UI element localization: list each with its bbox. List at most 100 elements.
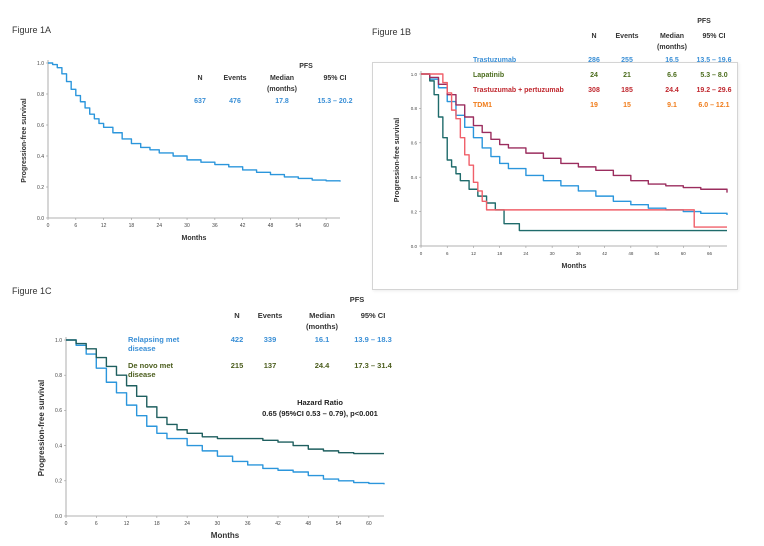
fig-1b-x-tick-label: 0 <box>420 251 423 256</box>
fig-1b-table-header: 95% CI <box>703 33 726 40</box>
fig-1b-table-cell: 13.5 – 19.6 <box>696 57 731 64</box>
fig-1a-table-cell: 15.3 – 20.2 <box>317 98 352 105</box>
fig-1a-x-tick-label: 30 <box>184 223 190 229</box>
fig-1b-y-tick-label: 0.8 <box>411 106 418 111</box>
fig-1b-table-cell: 6.0 – 12.1 <box>698 102 729 109</box>
fig-1b-x-tick-label: 54 <box>655 251 661 256</box>
fig-1c-table-cell: 24.4 <box>315 361 330 370</box>
fig-1b-x-tick-label: 66 <box>707 251 713 256</box>
fig-1b-table-cell: 9.1 <box>667 102 677 109</box>
fig-1c-y-tick-label: 0.0 <box>55 514 62 520</box>
fig-1c-table-row-label: Relapsing met <box>128 335 180 344</box>
fig-1a-x-tick-label: 36 <box>212 223 218 229</box>
fig-1c-x-tick-label: 48 <box>306 521 312 527</box>
fig-1b-x-axis-label: Months <box>562 263 587 270</box>
fig-1b-table-cell: 5.3 – 8.0 <box>700 72 727 79</box>
fig-1b-table-cell: 21 <box>623 72 631 79</box>
fig-1a-table-group-header: PFS <box>299 63 313 70</box>
fig-1c-x-tick-label: 60 <box>366 521 372 527</box>
fig-1c-y-tick-label: 0.4 <box>55 443 62 449</box>
fig-1c-y-tick-label: 0.2 <box>55 479 62 485</box>
fig-1b-table-cell: 24 <box>590 72 598 79</box>
fig-1c-table-group-header: PFS <box>350 295 365 304</box>
fig-1a-table-header: Events <box>224 75 247 82</box>
fig-1b-table-row-label: Trastuzumab + pertuzumab <box>473 87 564 94</box>
fig-1c-series-de-novo-met-disease <box>66 339 384 455</box>
fig-1c-y-tick-label: 0.8 <box>55 373 62 379</box>
fig-1b-x-tick-label: 60 <box>681 251 687 256</box>
fig-1c-table-row-label: De novo met <box>128 361 174 370</box>
fig-1b-table-cell: 286 <box>588 57 600 64</box>
fig-1c-series-relapsing-met-disease <box>66 339 385 485</box>
fig-1b-table-header-sub: (months) <box>657 44 687 51</box>
fig-1a-x-tick-label: 54 <box>296 223 302 229</box>
fig-1a-x-tick-label: 18 <box>129 223 135 229</box>
fig-1a-table-header: N <box>197 75 202 82</box>
fig-1b-y-axis-label: Progression-free survival <box>394 118 401 202</box>
fig-1b-x-tick-label: 18 <box>497 251 503 256</box>
fig-1a-table-cell: 17.8 <box>275 98 289 105</box>
fig-1c-table-header-sub: (months) <box>306 322 339 331</box>
fig-1b-x-tick-label: 30 <box>550 251 556 256</box>
fig-1c-annotation-text: 0.65 (95%CI 0.53 – 0.79), p<0.001 <box>262 409 378 418</box>
fig-1a-x-tick-label: 60 <box>323 223 329 229</box>
fig-1b-series-trastuzumab-pertuzumab <box>421 73 728 193</box>
fig-1b-y-tick-label: 1.0 <box>411 72 418 77</box>
fig-1b-table-cell: 15 <box>623 102 631 109</box>
fig-1a-y-tick-label: 0.2 <box>37 185 44 191</box>
fig-1b-table-cell: 24.4 <box>665 87 679 94</box>
fig-1b-x-tick-label: 12 <box>471 251 477 256</box>
fig-1a-y-tick-label: 1.0 <box>37 61 44 67</box>
fig-1a-x-axis-label: Months <box>182 235 207 242</box>
fig-1b-y-tick-label: 0.4 <box>411 175 418 180</box>
fig-1a-table-cell: 637 <box>194 98 206 105</box>
fig-1c-table-cell: 422 <box>231 335 244 344</box>
fig-1a-series-all-patients <box>48 62 341 182</box>
fig-1c-y-tick-label: 1.0 <box>55 338 62 344</box>
fig-1a-table-header-sub: (months) <box>267 86 297 93</box>
fig-1b-y-tick-label: 0.6 <box>411 141 418 146</box>
fig-1c-x-tick-label: 24 <box>184 521 190 527</box>
fig-1b-table-cell: 255 <box>621 57 633 64</box>
fig-1a-x-tick-label: 42 <box>240 223 246 229</box>
fig-1c-x-tick-label: 6 <box>95 521 98 527</box>
fig-1c-table-cell: 17.3 – 31.4 <box>354 361 392 370</box>
fig-1c-x-tick-label: 36 <box>245 521 251 527</box>
fig-1b-x-tick-label: 6 <box>446 251 449 256</box>
fig-1b-table-header: Events <box>616 33 639 40</box>
fig-1c-table-cell: 215 <box>231 361 244 370</box>
fig-1b-table-cell: 6.6 <box>667 72 677 79</box>
fig-1a-y-tick-label: 0.6 <box>37 123 44 129</box>
fig-1c-x-tick-label: 0 <box>65 521 68 527</box>
fig-1b-table-row-label: Trastuzumab <box>473 57 516 64</box>
fig-1a-y-tick-label: 0.4 <box>37 154 44 160</box>
fig-1c-y-tick-label: 0.6 <box>55 408 62 414</box>
fig-1a-y-axis-label: Progression-free survival <box>21 98 28 182</box>
fig-1a-table-header: Median <box>270 75 294 82</box>
figure-1b-frame <box>372 62 738 290</box>
fig-1b-series-trastuzumab <box>421 73 728 216</box>
fig-1c-table-header: N <box>234 311 239 320</box>
fig-1c-x-tick-label: 54 <box>336 521 342 527</box>
fig-1b-table-row-label: TDM1 <box>473 102 492 109</box>
fig-1b-table-cell: 16.5 <box>665 57 679 64</box>
fig-1b-y-tick-label: 0.0 <box>411 244 418 249</box>
fig-1a-table-cell: 476 <box>229 98 241 105</box>
fig-1c-table-cell: 137 <box>264 361 277 370</box>
fig-1b-table-header: Median <box>660 33 684 40</box>
fig-1c-y-axis-label: Progression-free survival <box>37 380 46 476</box>
fig-1a-x-tick-label: 0 <box>47 223 50 229</box>
fig-1c-table-row-label-cont: disease <box>128 344 156 353</box>
fig-1c-table-row-label-cont: disease <box>128 370 156 379</box>
fig-1c-table-header: Events <box>258 311 283 320</box>
fig-1b-table-header: N <box>591 33 596 40</box>
fig-1b-table-cell: 308 <box>588 87 600 94</box>
fig-1b-x-tick-label: 48 <box>628 251 634 256</box>
fig-1b-series-tdm1 <box>421 73 727 228</box>
fig-1b-x-tick-label: 36 <box>576 251 582 256</box>
fig-1a-x-tick-label: 48 <box>268 223 274 229</box>
fig-1a-y-tick-label: 0.0 <box>37 216 44 222</box>
fig-1c-table-header: Median <box>309 311 335 320</box>
fig-1b-table-cell: 19.2 – 29.6 <box>696 87 731 94</box>
